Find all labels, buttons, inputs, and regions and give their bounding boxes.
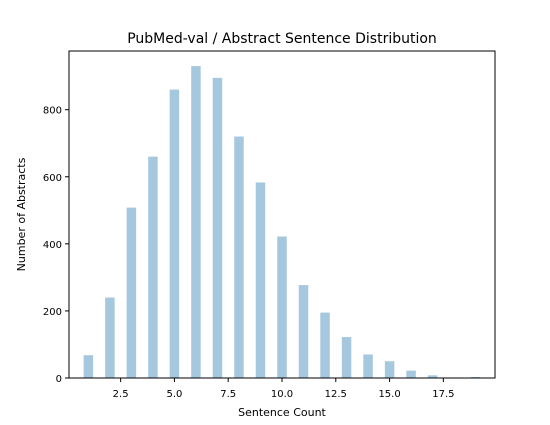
bar-1 — [83, 355, 94, 378]
y-axis-ticks: 0 200 400 600 800 — [43, 106, 69, 385]
bar-8 — [234, 136, 244, 378]
bar-16 — [406, 370, 416, 378]
y-tick-label: 600 — [43, 173, 62, 184]
bar-13 — [341, 337, 352, 378]
bar-14 — [363, 354, 373, 378]
x-tick-label: 12.5 — [325, 389, 347, 400]
x-tick-label: 7.5 — [220, 389, 236, 400]
x-axis-label: Sentence Count — [238, 406, 326, 419]
x-tick-label: 10.0 — [271, 389, 293, 400]
bar-2 — [105, 297, 115, 378]
y-tick-label: 400 — [43, 240, 62, 251]
x-tick-label: 5.0 — [166, 389, 182, 400]
bar-9 — [255, 182, 266, 378]
bar-15 — [384, 361, 395, 378]
y-tick-label: 200 — [43, 307, 62, 318]
bar-4 — [148, 156, 158, 378]
bar-11 — [298, 285, 309, 378]
bars-group — [83, 66, 481, 378]
bar-7 — [212, 77, 223, 378]
bar-6 — [191, 66, 201, 378]
x-tick-label: 15.0 — [378, 389, 400, 400]
x-axis-ticks: 2.5 5.0 7.5 10.0 12.5 15.0 17.5 — [113, 378, 454, 400]
bar-3 — [126, 207, 137, 378]
bar-10 — [277, 236, 287, 378]
x-tick-label: 17.5 — [432, 389, 454, 400]
y-tick-label: 0 — [56, 374, 62, 385]
x-tick-label: 2.5 — [113, 389, 129, 400]
y-axis-label: Number of Abstracts — [15, 157, 28, 271]
bar-17 — [427, 375, 438, 378]
y-tick-label: 800 — [43, 106, 62, 117]
bar-19 — [470, 376, 481, 378]
bar-12 — [320, 312, 330, 378]
chart-title: PubMed-val / Abstract Sentence Distribut… — [127, 31, 437, 47]
bar-5 — [169, 89, 180, 378]
